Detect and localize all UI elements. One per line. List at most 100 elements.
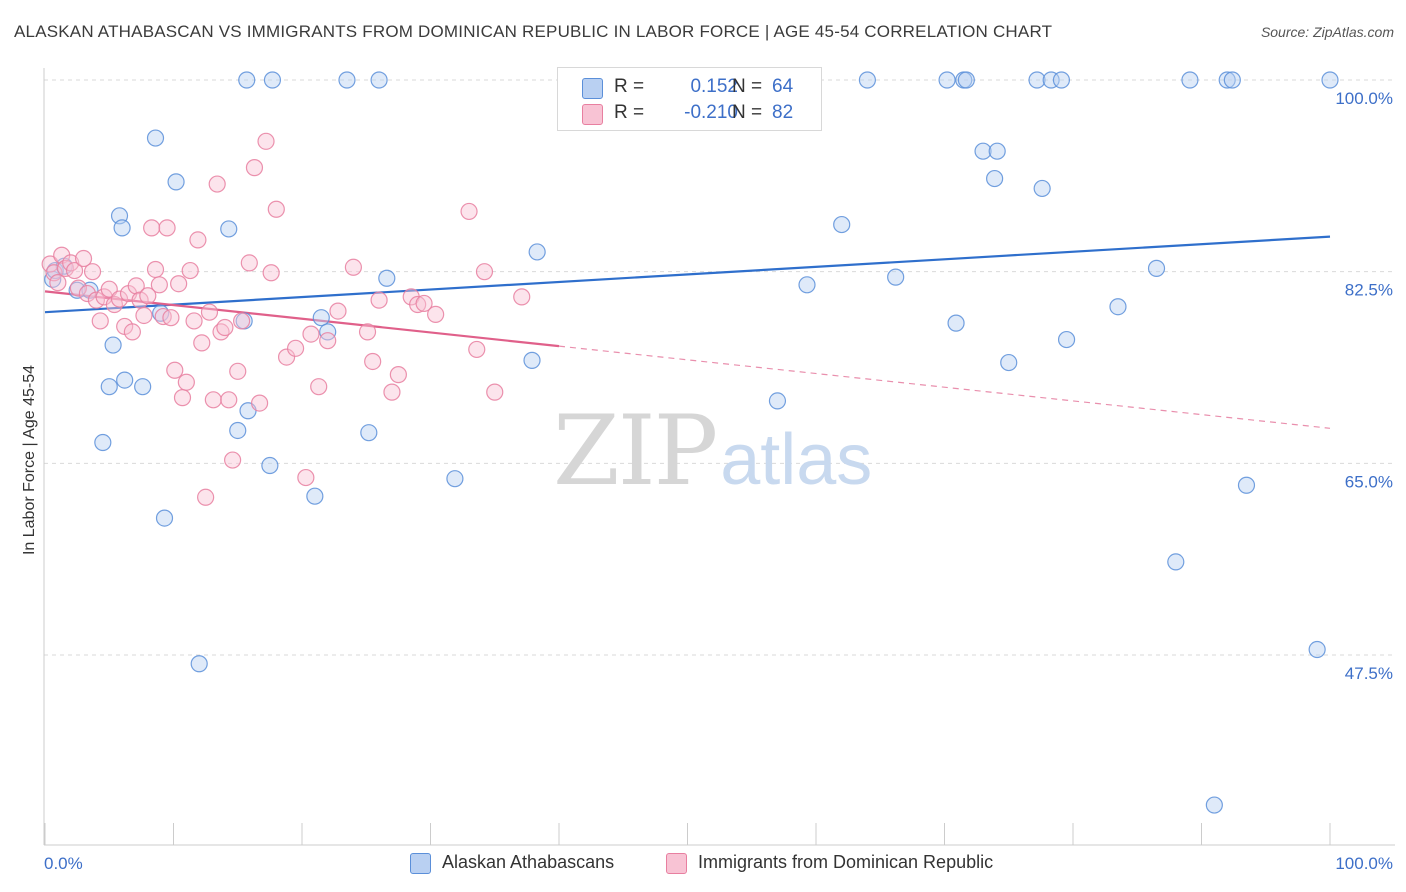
dominican-point-38 xyxy=(197,488,215,506)
x-tick-labels: 0.0% 100.0% xyxy=(44,854,1393,873)
athabascan-point-32 xyxy=(523,351,541,369)
athabascan-point-12 xyxy=(146,129,165,147)
dominican-point-75 xyxy=(513,288,531,306)
dominican-point-55 xyxy=(286,339,305,357)
athabascan-point-44 xyxy=(957,71,975,89)
athabascan-point-48 xyxy=(1000,353,1018,372)
dominican-point-9 xyxy=(78,284,97,303)
dominican-point-23 xyxy=(139,287,157,305)
dominican-point-46 xyxy=(229,362,247,380)
trend-lines xyxy=(44,235,1331,429)
athabascan-point-17 xyxy=(220,220,238,238)
legend-n-label: N = xyxy=(732,102,763,123)
dominican-trend-line-extension xyxy=(558,345,1331,429)
legend-r-label: R = xyxy=(614,76,645,97)
bottom-legend-label: Alaskan Athabascans xyxy=(442,852,615,872)
dominican-point-2 xyxy=(49,274,67,292)
athabascan-point-60 xyxy=(1223,71,1241,89)
x-tick-label-right: 100.0% xyxy=(1335,854,1393,873)
dominican-point-0 xyxy=(41,255,59,273)
athabascan-point-52 xyxy=(1052,71,1071,89)
dominican-point-47 xyxy=(233,312,251,330)
dominican-point-64 xyxy=(370,291,388,309)
athabascan-point-31 xyxy=(446,470,464,488)
athabascan-point-14 xyxy=(155,509,174,527)
dominican-point-22 xyxy=(135,306,153,325)
dominican-point-53 xyxy=(267,200,285,218)
dominican-point-51 xyxy=(257,132,275,150)
legend-n-label: N = xyxy=(732,76,763,97)
dominican-point-40 xyxy=(204,391,222,409)
dominican-point-6 xyxy=(65,261,84,280)
athabascan-point-23 xyxy=(263,71,282,89)
dominican-point-57 xyxy=(302,325,320,343)
athabascan-point-53 xyxy=(1057,330,1076,349)
athabascan-point-61 xyxy=(1237,476,1256,494)
athabascan-point-5 xyxy=(104,336,122,354)
athabascan-point-56 xyxy=(1167,553,1185,571)
athabascan-point-11 xyxy=(134,378,152,396)
bottom-legend-label: Immigrants from Dominican Republic xyxy=(698,852,994,872)
athabascan-point-30 xyxy=(378,269,396,287)
athabascan-point-28 xyxy=(360,424,378,442)
dominican-point-19 xyxy=(123,323,141,341)
athabascan-point-37 xyxy=(798,276,816,294)
dominican-point-61 xyxy=(344,258,362,276)
dominican-point-63 xyxy=(364,352,382,371)
athabascan-point-38 xyxy=(833,215,851,234)
dominican-point-74 xyxy=(486,383,504,401)
watermark-zip: ZIP xyxy=(553,395,718,507)
athabascan-point-9 xyxy=(113,219,131,237)
athabascan-point-27 xyxy=(338,71,356,89)
athabascan-point-18 xyxy=(229,421,247,440)
legend-r-value: -0.210 xyxy=(684,102,738,123)
dominican-point-32 xyxy=(173,389,192,407)
y-tick-label-2: 65.0% xyxy=(1345,472,1393,491)
dominican-point-7 xyxy=(69,279,88,297)
dominican-point-73 xyxy=(475,263,494,281)
dominican-point-33 xyxy=(177,373,195,391)
dominican-point-35 xyxy=(185,312,203,330)
source-label: Source: ZipAtlas.com xyxy=(1260,24,1394,40)
dominican-point-8 xyxy=(74,249,93,268)
dominican-point-25 xyxy=(146,260,165,279)
athabascan-point-29 xyxy=(370,71,388,89)
dominican-point-24 xyxy=(143,219,161,237)
athabascan-point-40 xyxy=(887,268,905,286)
athabascan-point-59 xyxy=(1218,71,1236,89)
x-tick-label-left: 0.0% xyxy=(44,854,83,873)
data-points xyxy=(41,71,1339,814)
dominican-point-43 xyxy=(216,318,234,337)
y-tick-labels: 100.0% 82.5% 65.0% 47.5% xyxy=(1335,89,1393,683)
y-tick-label-1: 82.5% xyxy=(1345,281,1393,300)
athabascan-point-39 xyxy=(858,71,877,89)
bottom-legend-swatch-blue xyxy=(410,853,431,874)
legend-swatch-blue xyxy=(582,78,603,99)
athabascan-point-47 xyxy=(988,142,1006,160)
athabascan-point-42 xyxy=(947,314,965,332)
axes xyxy=(43,68,1395,846)
dominican-point-71 xyxy=(460,202,478,221)
dominican-point-59 xyxy=(319,332,337,350)
dominican-point-30 xyxy=(166,361,184,379)
athabascan-point-21 xyxy=(261,456,279,475)
athabascan-point-24 xyxy=(306,487,324,505)
dominican-point-29 xyxy=(162,309,180,327)
dominican-point-60 xyxy=(329,302,347,320)
dominican-point-72 xyxy=(468,340,486,359)
dominican-point-68 xyxy=(409,295,427,314)
athabascan-point-46 xyxy=(986,169,1004,188)
athabascan-point-33 xyxy=(528,243,546,261)
dominican-point-31 xyxy=(170,275,188,293)
dominican-point-26 xyxy=(150,276,168,294)
athabascan-point-16 xyxy=(190,655,208,673)
y-tick-label-3: 47.5% xyxy=(1345,664,1393,683)
dominican-point-39 xyxy=(200,303,219,321)
athabascan-point-15 xyxy=(167,173,185,191)
dominican-point-20 xyxy=(127,277,145,295)
watermark: ZIPatlas xyxy=(553,395,872,507)
athabascan-point-25 xyxy=(312,309,330,327)
watermark-atlas: atlas xyxy=(720,420,873,500)
athabascan-point-7 xyxy=(100,378,118,396)
